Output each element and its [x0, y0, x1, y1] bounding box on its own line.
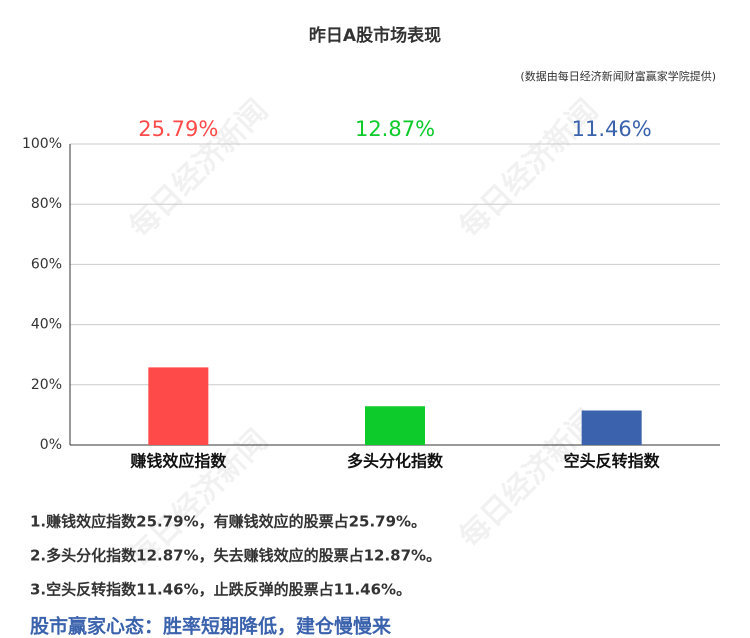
note: 2.多头分化指数12.87%，失去赚钱效应的股票占12.87%。	[30, 547, 441, 565]
x-tick-label: 赚钱效应指数	[129, 452, 227, 471]
y-tick-label: 60%	[31, 256, 62, 272]
y-tick-label: 20%	[31, 377, 62, 393]
watermark: 每日经济新闻	[123, 93, 275, 245]
value-label: 25.79%	[138, 117, 218, 141]
x-tick-label: 空头反转指数	[564, 452, 661, 471]
chart-title: 昨日A股市场表现	[309, 25, 441, 46]
y-tick-label: 80%	[31, 196, 62, 212]
bar	[148, 367, 209, 445]
value-label: 11.46%	[572, 117, 652, 141]
bar	[365, 406, 425, 445]
watermark: 每日经济新闻	[453, 93, 605, 245]
y-tick-label: 100%	[22, 136, 62, 152]
value-label: 12.87%	[355, 117, 435, 141]
watermarks: 每日经济新闻 每日经济新闻 每日经济新闻 每日经济新闻	[123, 93, 605, 575]
footer: 股市赢家心态：胜率短期降低，建仓慢慢来	[30, 615, 391, 638]
chart-subtitle: (数据由每日经济新闻财富赢家学院提供)	[520, 69, 716, 83]
y-tick-label: 40%	[31, 317, 62, 333]
bar	[581, 410, 642, 445]
note: 3.空头反转指数11.46%，止跌反弹的股票占11.46%。	[30, 581, 411, 599]
x-tick-label: 多头分化指数	[347, 452, 444, 471]
note: 1.赚钱效应指数25.79%，有赚钱效应的股票占25.79%。	[30, 513, 426, 531]
y-tick-label: 0%	[40, 437, 62, 453]
